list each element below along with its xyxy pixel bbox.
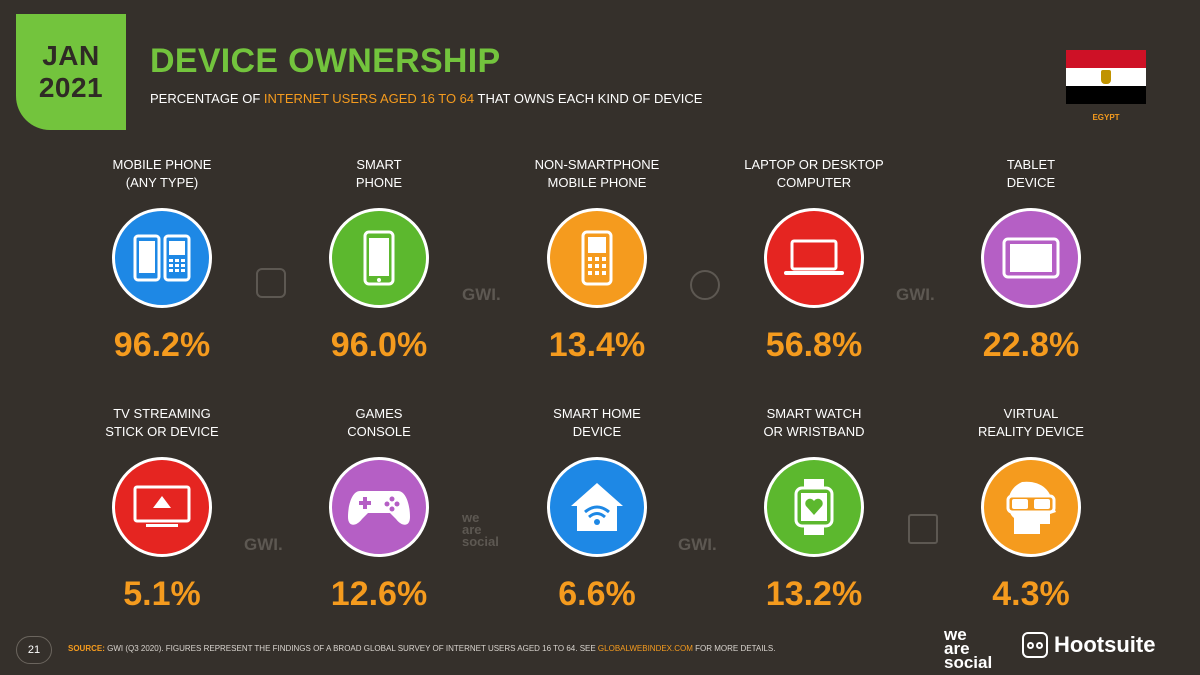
date-year: 2021 (38, 72, 104, 103)
source-end: FOR MORE DETAILS. (692, 644, 776, 653)
device-label: TABLET DEVICE (1006, 157, 1056, 190)
device-label: LAPTOP OR DESKTOP COMPUTER (744, 157, 884, 190)
device-label: SMART WATCH OR WRISTBAND (763, 406, 865, 439)
gwi-watermark: GWI. (678, 535, 717, 554)
device-label: SMART HOME DEVICE (553, 406, 641, 439)
device-item-7: SMART HOME DEVICE 6.6% (497, 405, 697, 614)
source-note: SOURCE: GWI (Q3 2020). FIGURES REPRESENT… (68, 644, 775, 653)
device-label: MOBILE PHONE (ANY TYPE) (112, 157, 212, 190)
country-label: EGYPT (1092, 113, 1120, 122)
device-item-5: TV STREAMING STICK OR DEVICE 5.1% (62, 405, 262, 614)
gwi-watermark: GWI. (244, 535, 283, 554)
smartphone-icon (329, 208, 429, 308)
source-label: SOURCE: (68, 644, 105, 653)
device-value: 4.3% (992, 575, 1070, 613)
subtitle-post: THAT OWNS EACH KIND OF DEVICE (474, 91, 703, 106)
feature-phone-icon (547, 208, 647, 308)
we-are-social-logo: we are social (944, 625, 993, 672)
page-subtitle: PERCENTAGE OF INTERNET USERS AGED 16 TO … (150, 91, 702, 106)
hootsuite-logo: Hootsuite (1022, 632, 1155, 658)
device-label: SMART PHONE (355, 157, 403, 190)
device-value: 96.2% (113, 326, 211, 364)
date-badge: JAN 2021 (16, 14, 126, 130)
subtitle-pre: PERCENTAGE OF (150, 91, 264, 106)
device-value: 22.8% (982, 326, 1080, 364)
smart-home-icon (547, 457, 647, 557)
device-value: 12.6% (330, 575, 428, 613)
page-title: DEVICE OWNERSHIP (150, 42, 501, 80)
lightbulb-watermark-icon (690, 270, 720, 300)
hootsuite-owl-icon (1022, 632, 1048, 658)
gamepad-icon (329, 457, 429, 557)
device-label: TV STREAMING STICK OR DEVICE (105, 406, 219, 439)
device-item-8: SMART WATCH OR WRISTBAND 13.2% (714, 405, 914, 614)
subtitle-highlight: INTERNET USERS AGED 16 TO 64 (263, 91, 475, 106)
device-value: 13.2% (765, 575, 863, 613)
device-value: 6.6% (558, 575, 636, 613)
device-value: 13.4% (548, 326, 646, 364)
egypt-flag-icon (1066, 50, 1146, 104)
vr-headset-icon (981, 457, 1081, 557)
source-text: GWI (Q3 2020). FIGURES REPRESENT THE FIN… (104, 644, 598, 653)
laptop-icon (764, 208, 864, 308)
kepios-watermark-icon (908, 514, 938, 544)
mobile-phones-icon (112, 208, 212, 308)
device-item-4: TABLET DEVICE 22.8% (931, 156, 1131, 365)
device-item-2: NON-SMARTPHONE MOBILE PHONE 13.4% (497, 156, 697, 365)
gwi-watermark: GWI. (896, 285, 935, 304)
device-item-1: SMART PHONE 96.0% (279, 156, 479, 365)
device-item-0: MOBILE PHONE (ANY TYPE) 96.2% (62, 156, 262, 365)
device-item-3: LAPTOP OR DESKTOP COMPUTER 56.8% (714, 156, 914, 365)
tv-streaming-icon (112, 457, 212, 557)
device-label: NON-SMARTPHONE MOBILE PHONE (534, 157, 660, 190)
device-item-9: VIRTUAL REALITY DEVICE 4.3% (931, 405, 1131, 614)
we-are-social-watermark: we are social (462, 510, 499, 549)
device-item-6: GAMES CONSOLE 12.6% (279, 405, 479, 614)
smartwatch-icon (764, 457, 864, 557)
device-value: 56.8% (765, 326, 863, 364)
tablet-icon (981, 208, 1081, 308)
owl-watermark-icon (256, 268, 286, 298)
date-month: JAN (42, 40, 100, 71)
page-number: 21 (16, 636, 52, 664)
device-value: 5.1% (123, 575, 201, 613)
device-label: VIRTUAL REALITY DEVICE (978, 406, 1084, 439)
device-label: GAMES CONSOLE (347, 406, 411, 439)
source-link[interactable]: GLOBALWEBINDEX.COM (597, 644, 693, 653)
gwi-watermark: GWI. (462, 285, 501, 304)
device-value: 96.0% (330, 326, 428, 364)
